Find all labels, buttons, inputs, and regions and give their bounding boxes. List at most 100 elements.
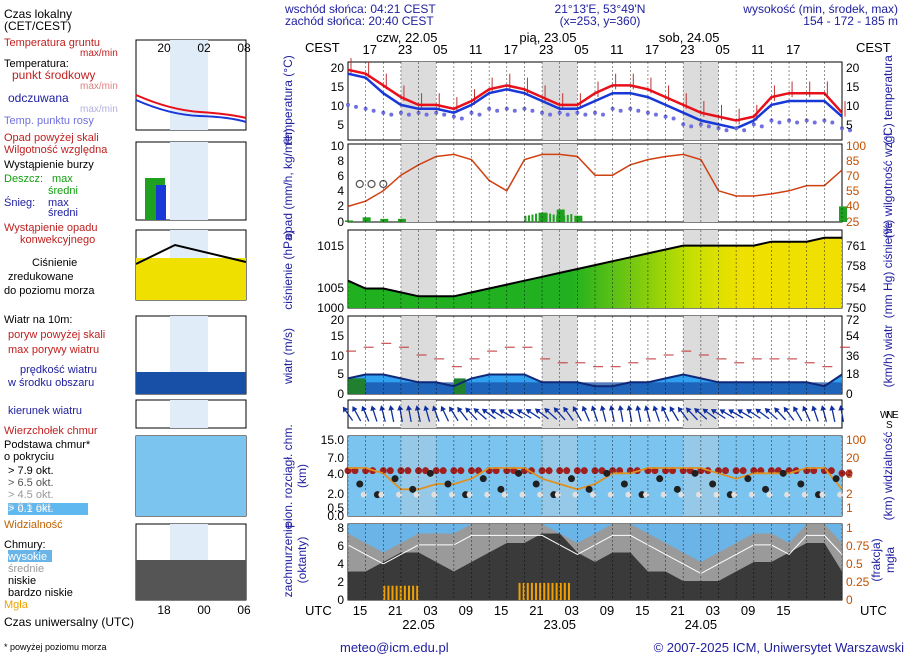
wind-arrow — [473, 408, 487, 420]
cloud-base-dot — [837, 491, 844, 498]
dew-point-dot — [618, 108, 623, 113]
cloud-base-dot — [731, 491, 738, 498]
dew-point-dot — [830, 120, 835, 125]
arrow-head — [643, 405, 650, 411]
arrow-head — [581, 405, 588, 412]
dew-point-dot — [540, 110, 545, 115]
arrow-head — [746, 409, 753, 415]
cloud-base-dot — [515, 469, 523, 477]
date-bottom: 22.05 — [402, 617, 435, 632]
hour-top: 11 — [610, 42, 624, 57]
tick: 54 — [846, 329, 860, 343]
arrow-head — [669, 406, 675, 413]
cloud-base-dot — [431, 491, 438, 498]
cloud-top-dot — [669, 467, 677, 475]
cloud-base-dot — [691, 469, 699, 477]
legend-text: Wierzchołek chmur — [4, 425, 98, 437]
hour-top: 05 — [433, 42, 447, 57]
arrow-head — [677, 406, 684, 413]
fog-bar — [535, 582, 538, 600]
cloud-base-dot — [567, 475, 575, 483]
tick: 85 — [846, 154, 860, 168]
hour-bottom: 21 — [529, 603, 543, 618]
cloud-base-dot — [678, 491, 685, 498]
cloud-top-dot — [722, 467, 729, 475]
rain-bar — [549, 213, 552, 222]
fog-bar — [543, 582, 546, 600]
dew-point-dot — [769, 118, 774, 123]
fog-bar — [551, 582, 554, 600]
wind-arrow — [563, 406, 574, 421]
dew-point-dot — [724, 128, 729, 133]
tick: 1005 — [317, 281, 344, 295]
tick: 8 — [337, 154, 344, 168]
hour-bottom: 21 — [388, 603, 402, 618]
cloud-base-dot — [713, 491, 720, 498]
cloud-top-dot — [386, 467, 394, 475]
dew-point-dot — [645, 110, 650, 115]
elevation-values: 154 - 172 - 185 m — [803, 14, 898, 28]
cloud-base-dot — [391, 475, 399, 483]
fog-bar — [383, 585, 386, 600]
arrow-head — [490, 409, 497, 415]
arrow-head — [694, 408, 700, 414]
tick: 0.0 — [327, 509, 344, 523]
legend-hour: 02 — [197, 41, 211, 55]
dew-point-dot — [363, 106, 368, 111]
fog-bar — [395, 585, 398, 600]
sunrise-text: wschód słońca: 04:21 CEST — [284, 2, 436, 16]
axis-label: wiatr (m/s) — [281, 328, 295, 385]
wind-arrow — [423, 405, 431, 422]
arrow-head — [481, 408, 488, 415]
footer-copyright: © 2007-2025 ICM, Uniwersytet Warszawski — [654, 640, 905, 655]
arrow-head — [737, 409, 744, 415]
cloud-top-dot — [580, 467, 588, 475]
cloud-base-dot — [660, 491, 667, 498]
arrow-head — [617, 405, 624, 411]
sunset-text: zachód słońca: 20:40 CEST — [285, 14, 434, 28]
hour-top: 05 — [715, 42, 729, 57]
legend-text: o pokryciu — [4, 451, 54, 463]
dew-point-dot — [389, 112, 394, 117]
legend-cover-fill — [136, 560, 246, 600]
legend-text: średni — [48, 185, 78, 197]
arrow-head — [388, 405, 395, 411]
wind-green-block — [453, 378, 466, 394]
arrow-head — [516, 409, 523, 415]
cloud-top-dot — [545, 467, 553, 475]
arrow-head — [544, 407, 550, 414]
legend-hour: 00 — [197, 603, 211, 617]
legend-night — [170, 142, 208, 220]
cloud-top-dot — [404, 467, 412, 475]
cloud-base-dot — [766, 491, 773, 498]
legend-text: > 4.5 okt. — [8, 489, 54, 501]
tick: 0.25 — [846, 575, 870, 589]
legend-hour: 20 — [157, 41, 171, 55]
hour-bottom: 15 — [353, 603, 367, 618]
wdir-label: N — [886, 410, 893, 421]
legend-text: średni — [48, 207, 78, 219]
hour-bottom: 09 — [459, 603, 473, 618]
arrow-head — [525, 409, 532, 415]
legend-text: Temperatura: — [4, 58, 69, 70]
arrow-head — [838, 405, 845, 411]
wind-arrow — [525, 409, 541, 419]
dew-point-dot — [416, 110, 421, 115]
arrow-head — [811, 405, 818, 412]
wind-arrow — [457, 406, 469, 421]
legend-hour: 18 — [157, 603, 171, 617]
arrow-head — [710, 409, 717, 415]
dew-point-dot — [804, 118, 809, 123]
hour-bottom: 03 — [706, 603, 720, 618]
tick: 15.0 — [321, 433, 345, 447]
tick: 0 — [846, 387, 853, 401]
arrow-head — [352, 406, 358, 412]
arrow-head — [379, 405, 386, 411]
dew-point-dot — [504, 106, 509, 111]
dew-point-dot — [354, 104, 358, 109]
hour-bottom: 03 — [423, 603, 437, 618]
legend-cloud-fill — [136, 436, 246, 516]
cloud-base-dot — [784, 491, 791, 498]
cloud-base-dot — [572, 491, 579, 498]
arrow-head — [652, 405, 659, 412]
